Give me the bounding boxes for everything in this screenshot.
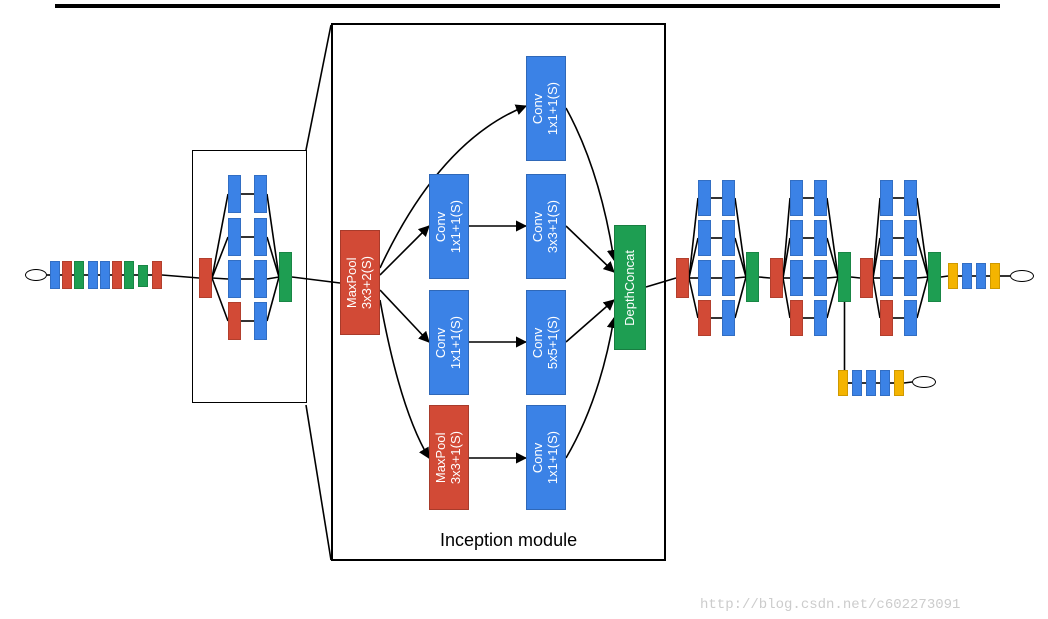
rmod2-maxpool	[860, 258, 873, 298]
rmod0-cell0	[698, 180, 711, 216]
conv-3x3-b1: Conv3x3+1(S)	[526, 174, 566, 279]
conv-5x5-b2: Conv5x5+1(S)	[526, 290, 566, 395]
rmod1-cell5	[814, 220, 827, 256]
rmod2-cell1	[880, 220, 893, 256]
rmod2-cell6	[904, 260, 917, 296]
mini-cell-6	[254, 260, 267, 298]
rmod1-cell3	[790, 300, 803, 336]
rmod2-cell7	[904, 300, 917, 336]
tail-1	[962, 263, 972, 289]
left-stem-7	[138, 265, 148, 287]
aux-4	[894, 370, 904, 396]
aux-3	[880, 370, 890, 396]
rmod2-cell0	[880, 180, 893, 216]
aux-0	[838, 370, 848, 396]
maxpool-b3: MaxPool3x3+1(S)	[429, 405, 469, 510]
mini-cell-4	[254, 175, 267, 213]
rmod0-cell1	[698, 220, 711, 256]
conv-1x1-b1: Conv1x1+1(S)	[429, 174, 469, 279]
rmod2-cell2	[880, 260, 893, 296]
rmod2-cell5	[904, 220, 917, 256]
aux-oval	[912, 376, 936, 388]
top-divider	[55, 4, 1000, 8]
maxpool-in: MaxPool3x3+2(S)	[340, 230, 380, 335]
rmod1-cell1	[790, 220, 803, 256]
rmod1-cell0	[790, 180, 803, 216]
rmod1-cell7	[814, 300, 827, 336]
left-stem-0	[50, 261, 60, 289]
rmod0-cell5	[722, 220, 735, 256]
left-stem-2	[74, 261, 84, 289]
rmod0-concat	[746, 252, 759, 302]
rmod0-cell4	[722, 180, 735, 216]
left-stem-8	[152, 261, 162, 289]
mini-maxpool	[199, 258, 212, 298]
watermark-text: http://blog.csdn.net/c602273091	[700, 597, 960, 613]
depth-concat: DepthConcat	[614, 225, 646, 350]
input-oval	[25, 269, 47, 281]
tail-3	[990, 263, 1000, 289]
aux-1	[852, 370, 862, 396]
rmod0-cell2	[698, 260, 711, 296]
tail-2	[976, 263, 986, 289]
rmod1-concat	[838, 252, 851, 302]
left-stem-3	[88, 261, 98, 289]
rmod1-cell6	[814, 260, 827, 296]
rmod2-cell4	[904, 180, 917, 216]
rmod0-cell3	[698, 300, 711, 336]
left-stem-6	[124, 261, 134, 289]
conv-1x1-b2: Conv1x1+1(S)	[429, 290, 469, 395]
mini-cell-3	[228, 302, 241, 340]
mini-cell-0	[228, 175, 241, 213]
conv-1x1-top: Conv1x1+1(S)	[526, 56, 566, 161]
rmod2-concat	[928, 252, 941, 302]
mini-concat	[279, 252, 292, 302]
mini-cell-5	[254, 218, 267, 256]
rmod0-cell7	[722, 300, 735, 336]
rmod1-cell4	[814, 180, 827, 216]
conv-1x1-b3: Conv1x1+1(S)	[526, 405, 566, 510]
output-oval	[1010, 270, 1034, 282]
rmod2-cell3	[880, 300, 893, 336]
rmod1-cell2	[790, 260, 803, 296]
rmod0-maxpool	[676, 258, 689, 298]
aux-2	[866, 370, 876, 396]
left-stem-4	[100, 261, 110, 289]
tail-0	[948, 263, 958, 289]
left-stem-5	[112, 261, 122, 289]
mini-cell-7	[254, 302, 267, 340]
mini-cell-1	[228, 218, 241, 256]
left-stem-1	[62, 261, 72, 289]
rmod1-maxpool	[770, 258, 783, 298]
inception-caption: Inception module	[440, 530, 577, 551]
rmod0-cell6	[722, 260, 735, 296]
mini-cell-2	[228, 260, 241, 298]
